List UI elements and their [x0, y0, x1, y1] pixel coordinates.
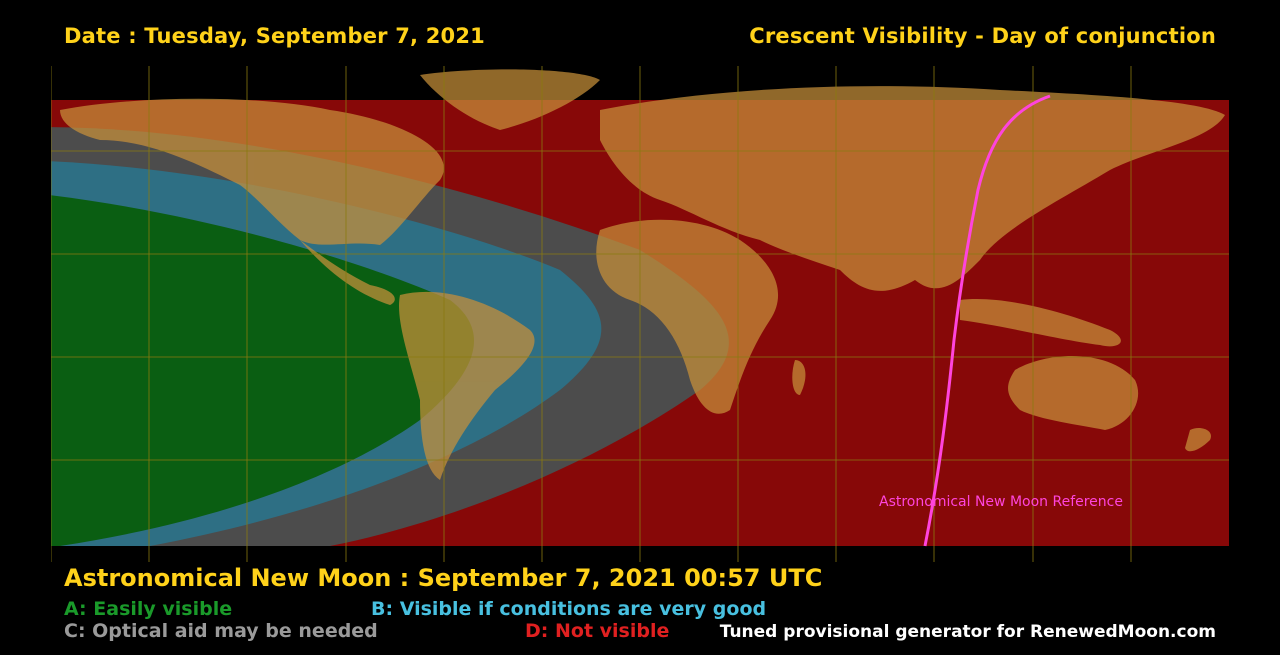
- chart-title: Crescent Visibility - Day of conjunction: [749, 24, 1216, 48]
- south-america: [399, 291, 535, 480]
- legend-d: D: Not visible: [525, 620, 670, 642]
- new-moon-time: Astronomical New Moon : September 7, 202…: [64, 564, 823, 592]
- new-moon-line-label: Astronomical New Moon Reference: [879, 494, 1123, 510]
- new-zealand: [1185, 428, 1211, 452]
- greenland: [420, 69, 600, 130]
- legend-a: A: Easily visible: [64, 598, 233, 620]
- credit-text: Tuned provisional generator for RenewedM…: [719, 622, 1216, 642]
- continents: [60, 69, 1225, 480]
- legend-b: B: Visible if conditions are very good: [371, 598, 767, 620]
- zone-a-easily-visible: [51, 195, 474, 546]
- central-america: [300, 240, 395, 305]
- madagascar: [792, 360, 806, 395]
- date-label: Date : Tuesday, September 7, 2021: [64, 24, 485, 48]
- north-america: [60, 98, 444, 245]
- eurasia: [600, 86, 1225, 291]
- map-grid: [51, 66, 1229, 562]
- legend-c: C: Optical aid may be needed: [64, 620, 378, 642]
- africa: [596, 219, 779, 414]
- indonesia: [960, 299, 1121, 347]
- new-moon-reference-line: [923, 94, 1051, 547]
- australia: [1008, 356, 1139, 430]
- map-canvas: [51, 66, 1229, 562]
